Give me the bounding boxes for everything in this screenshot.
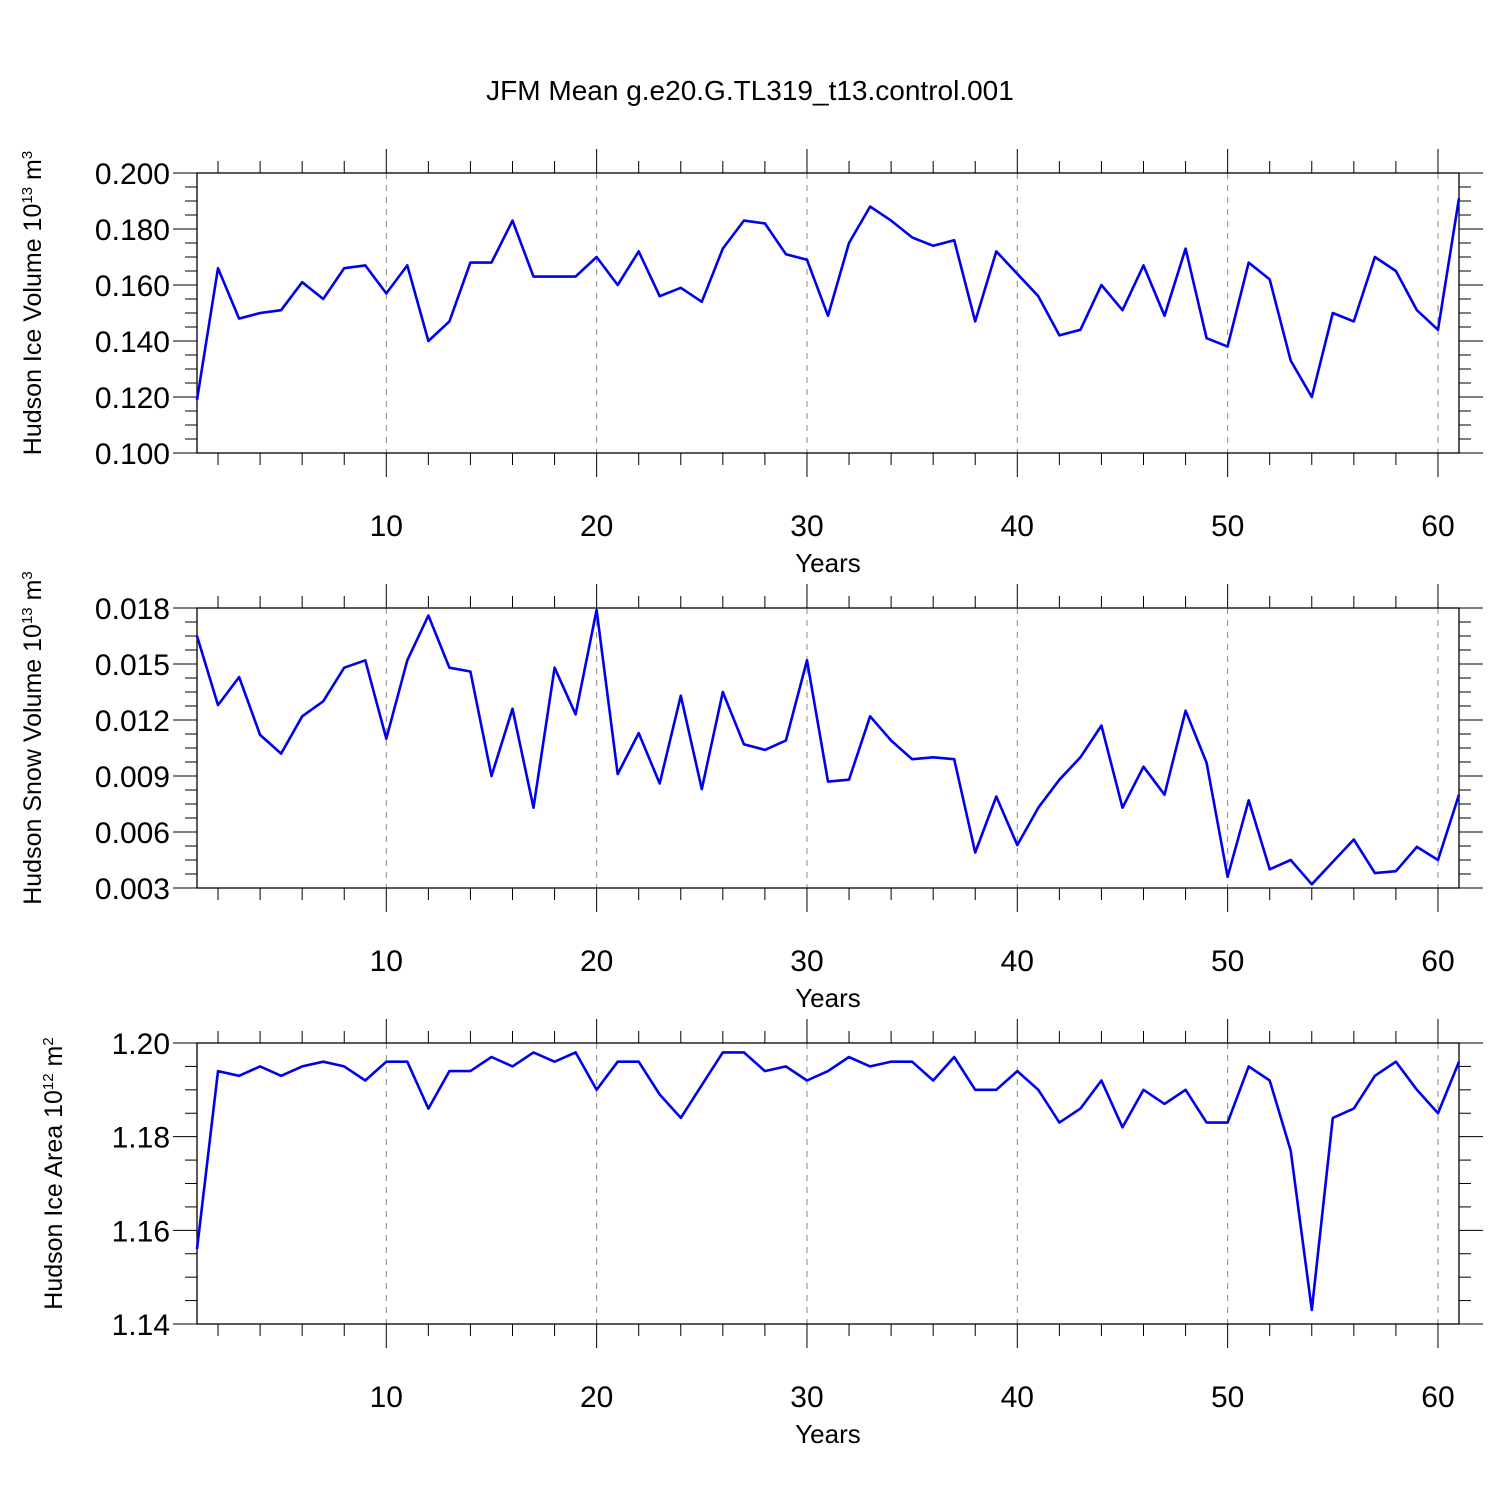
y-axis-label: Hudson Ice Volume 1013 m3 [19,151,47,455]
x-tick-label: 20 [580,945,613,978]
x-tick-label: 30 [790,945,823,978]
x-tick-label: 10 [370,510,403,543]
series-line [195,1051,1461,1312]
x-axis-label: Years [795,983,861,1013]
y-tick-label: 0.018 [95,593,170,626]
x-tick-label: 40 [1001,1381,1034,1414]
y-label-superscript: 3 [19,151,36,159]
x-tick-label: 50 [1211,510,1244,543]
y-label-text: m [40,1046,68,1074]
series-line [195,197,1461,401]
y-label-superscript: 13 [19,607,36,624]
y-label-text: Hudson Ice Volume 10 [19,204,47,456]
y-tick-label: 0.009 [95,761,170,794]
x-tick-label: 60 [1421,1381,1454,1414]
x-tick-label: 10 [370,1381,403,1414]
x-tick-label: 30 [790,510,823,543]
plot-frame [196,1042,1460,1325]
panel-3: 10 20 30 40 50 60 1.14 1.16 1.18 1.20 Years Hudson … [40,1019,1483,1449]
series-line [195,608,1461,886]
y-tick-label: 0.120 [95,382,170,415]
x-tick-label: 20 [580,510,613,543]
figure-title: JFM Mean g.e20.G.TL319_t13.control.001 [486,75,1014,106]
x-axis-label: Years [795,548,861,578]
y-label-text: m [19,159,47,187]
y-label-text: Hudson Snow Volume 10 [19,624,47,905]
y-tick-label: 1.16 [112,1215,170,1248]
y-label-superscript: 12 [40,1073,57,1090]
y-tick-label: 0.012 [95,705,170,738]
y-tick-label: 1.20 [112,1028,170,1061]
y-label-superscript: 2 [40,1037,57,1045]
y-label-text: m [19,580,47,608]
y-tick-label: 0.006 [95,817,170,850]
y-tick-label: 0.180 [95,214,170,247]
y-tick-label: 0.160 [95,270,170,303]
panel-1: 10 20 30 40 50 60 0.100 0.120 0.140 0.160 0.180 0.2… [19,149,1483,578]
y-tick-label: 0.100 [95,438,170,471]
y-tick-label: 0.015 [95,649,170,682]
y-tick-label: 1.14 [112,1309,170,1342]
x-tick-label: 60 [1421,945,1454,978]
y-label-text: Hudson Ice Area 10 [40,1090,68,1310]
y-tick-label: 0.140 [95,326,170,359]
x-axis-label: Years [795,1419,861,1449]
x-tick-label: 20 [580,1381,613,1414]
x-tick-label: 40 [1001,510,1034,543]
y-axis-label: Hudson Ice Area 1012 m2 [40,1037,68,1309]
panel-2: 10 20 30 40 50 60 0.003 0.006 0.009 0.012 0.015 0.0… [19,571,1483,1013]
y-axis-label: Hudson Snow Volume 1013 m3 [19,571,47,905]
x-tick-label: 50 [1211,945,1244,978]
x-tick-label: 60 [1421,510,1454,543]
y-label-superscript: 3 [19,571,36,579]
x-tick-label: 50 [1211,1381,1244,1414]
x-tick-label: 40 [1001,945,1034,978]
x-tick-label: 10 [370,945,403,978]
y-tick-label: 0.003 [95,873,170,906]
y-label-superscript: 13 [19,187,36,204]
y-tick-label: 1.18 [112,1122,170,1155]
y-tick-label: 0.200 [95,158,170,191]
x-tick-label: 30 [790,1381,823,1414]
